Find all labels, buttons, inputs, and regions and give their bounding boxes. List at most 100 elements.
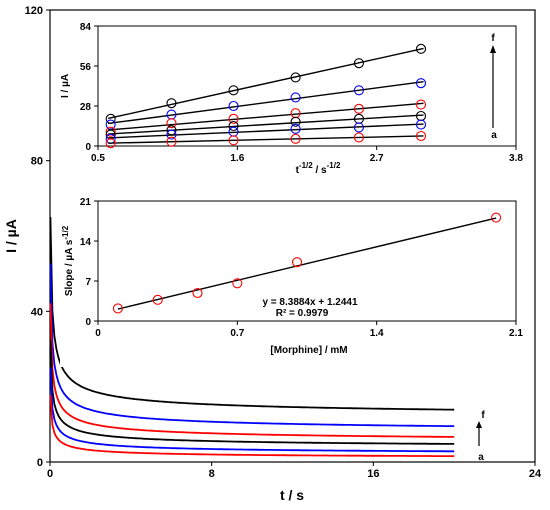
main-series-line bbox=[49, 339, 455, 445]
inset-top-ylabel: I / µA bbox=[60, 74, 71, 98]
inset-top-data-point bbox=[166, 129, 177, 140]
inset-top-xtick-label: 2.7 bbox=[370, 153, 384, 164]
inset-top-arrow-bottom-label: a bbox=[491, 130, 497, 141]
main-ytick-label: 40 bbox=[31, 306, 43, 318]
inset-bottom-ylabel-main: Slope / µA s bbox=[64, 239, 75, 296]
inset-top-data-point bbox=[415, 99, 427, 110]
inset-bottom-data-point bbox=[192, 287, 203, 299]
inset-top-data-point bbox=[166, 118, 177, 129]
inset-bottom-data-point bbox=[152, 294, 163, 305]
main-series-label-bottom: a bbox=[478, 452, 484, 463]
inset-top-fit-line bbox=[107, 47, 424, 120]
inset-top-data bbox=[105, 43, 427, 149]
main-arrow-head bbox=[476, 421, 482, 428]
inset-top-xtick-label: 1.6 bbox=[230, 153, 244, 164]
main-series-label-top: f bbox=[481, 410, 485, 421]
inset-bottom-background bbox=[60, 195, 534, 367]
inset-top-fit-line bbox=[108, 102, 424, 131]
inset-bottom-plot: 0 0.7 1.4 2.1 0 7 14 21 [Morphine] / mM Slope /… bbox=[60, 195, 534, 367]
inset-top-data-point bbox=[228, 135, 239, 146]
inset-top-data-point bbox=[290, 116, 301, 127]
main-xtick-label: 24 bbox=[529, 468, 542, 480]
inset-top-ytick-label: 56 bbox=[80, 62, 92, 73]
inset-bottom-xtick-label: 1.4 bbox=[370, 328, 384, 339]
inset-bottom-data-point bbox=[491, 212, 502, 223]
inset-top-data-point bbox=[105, 126, 116, 137]
inset-top-xtick-label: 3.8 bbox=[509, 153, 523, 164]
main-ytick-label: 80 bbox=[31, 156, 43, 168]
main-ytick-label: 120 bbox=[25, 5, 43, 17]
inset-bottom-xtick-label: 0 bbox=[95, 328, 101, 339]
inset-top-data-point bbox=[166, 136, 177, 147]
inset-top-data-point bbox=[105, 119, 116, 130]
main-ytick-label: 0 bbox=[37, 457, 43, 469]
inset-bottom-ylabel: Slope / µA s-1/2 bbox=[61, 225, 75, 296]
inset-top-data-point bbox=[228, 85, 239, 96]
main-series-line bbox=[49, 367, 455, 453]
inset-top-data-point bbox=[290, 123, 301, 134]
inset-top-data-point bbox=[290, 92, 301, 103]
inset-bottom-ticks: 0 0.7 1.4 2.1 0 7 14 21 bbox=[80, 197, 524, 339]
main-curves bbox=[49, 216, 455, 458]
inset-top-xlabel-t: t bbox=[296, 165, 300, 176]
inset-bottom-frame bbox=[97, 200, 517, 322]
inset-top-ytick-label: 84 bbox=[80, 22, 92, 33]
main-series-line bbox=[49, 395, 455, 458]
inset-top-xlabel-unit-exp: -1/2 bbox=[327, 161, 341, 170]
inset-top-fit-line bbox=[108, 123, 424, 139]
inset-top-data-point bbox=[105, 138, 116, 149]
inset-top-data-point bbox=[228, 113, 239, 124]
inset-top-ytick-label: 0 bbox=[85, 142, 91, 153]
inset-top-xlabel-exp: -1/2 bbox=[299, 161, 313, 170]
main-series-line bbox=[49, 216, 455, 411]
fit-equation: y = 8.3884x + 1.2441 bbox=[262, 297, 358, 308]
main-series-line bbox=[49, 263, 455, 428]
inset-top-data-point bbox=[228, 100, 239, 112]
inset-top-data-point bbox=[228, 120, 239, 132]
main-series-line bbox=[49, 303, 455, 438]
inset-bottom-xtick-label: 0.7 bbox=[230, 328, 244, 339]
inset-bottom-ytick-label: 14 bbox=[80, 237, 92, 248]
inset-top-arrow-top-label: f bbox=[491, 33, 495, 44]
inset-bottom-ytick-label: 0 bbox=[85, 317, 91, 328]
main-xtick-label: 0 bbox=[47, 468, 53, 480]
inset-top-ytick-label: 28 bbox=[80, 102, 92, 113]
inset-top-ticks: 0.5 1.6 2.7 3.8 0 28 56 84 bbox=[80, 22, 524, 164]
inset-bottom-xlabel: [Morphine] / mM bbox=[270, 345, 347, 356]
inset-top-data-point bbox=[353, 58, 364, 69]
main-plot: 0 8 16 24 0 40 80 120 t / s I / µA f a bbox=[3, 5, 542, 503]
main-xlabel: t / s bbox=[280, 487, 304, 503]
inset-top-arrow-head bbox=[490, 45, 496, 53]
inset-top-data-point bbox=[290, 72, 301, 83]
inset-bottom-ylabel-exp: -1/2 bbox=[61, 225, 70, 239]
main-xtick-label: 8 bbox=[209, 468, 215, 480]
inset-top-xlabel: t-1/2 / s-1/2 bbox=[296, 161, 341, 176]
inset-top-background bbox=[57, 14, 534, 196]
inset-bottom-data-point bbox=[291, 257, 303, 268]
inset-top-data-point bbox=[415, 43, 427, 54]
inset-top-fit-line bbox=[108, 135, 424, 144]
inset-top-data-point bbox=[353, 85, 364, 96]
inset-top-data-point bbox=[353, 103, 364, 114]
inset-bottom-ytick-label: 21 bbox=[80, 197, 92, 208]
inset-top-fit-line bbox=[108, 80, 424, 125]
fit-r-squared: R² = 0.9979 bbox=[276, 308, 329, 319]
inset-bottom-ytick-label: 7 bbox=[85, 277, 91, 288]
inset-top-data-point bbox=[290, 133, 301, 144]
inset-top-data-point bbox=[353, 132, 364, 143]
inset-bottom-data bbox=[112, 212, 502, 314]
inset-bottom-data-point bbox=[112, 303, 123, 314]
main-xtick-label: 16 bbox=[367, 468, 379, 480]
inset-top-xlabel-unit: / s bbox=[313, 165, 327, 176]
main-ylabel: I / µA bbox=[3, 219, 19, 253]
inset-top-data-point bbox=[166, 98, 177, 109]
main-ticks: 0 8 16 24 0 40 80 120 bbox=[25, 5, 542, 480]
inset-top-data-point bbox=[353, 122, 364, 133]
inset-bottom-fit-line bbox=[117, 217, 497, 310]
inset-top-fit-line bbox=[108, 114, 424, 135]
inset-top-xtick-label: 0.5 bbox=[91, 153, 105, 164]
inset-bottom-data-point bbox=[232, 278, 243, 289]
inset-top-data-point bbox=[415, 130, 427, 142]
